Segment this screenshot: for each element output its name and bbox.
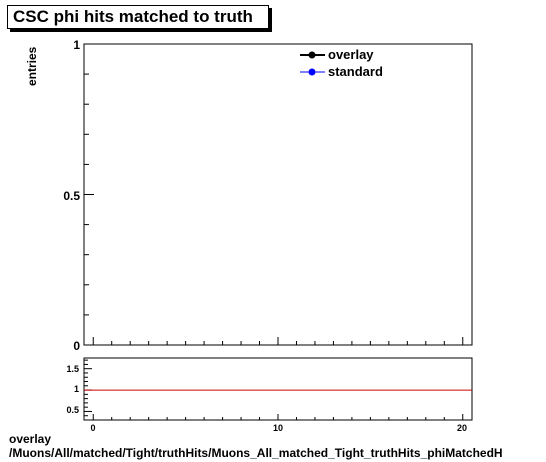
ratio-x-tick-0: 0 (90, 423, 95, 433)
legend-overlay-label: overlay (328, 47, 374, 62)
legend-standard-marker (308, 68, 316, 76)
chart-title: CSC phi hits matched to truth (7, 5, 269, 29)
ratio-y-tick-05: 0.5 (66, 405, 79, 415)
main-y-axis-ticks (84, 43, 94, 346)
main-plot-frame (83, 43, 473, 346)
ratio-y-axis-ticks (84, 359, 92, 417)
ratio-plot-frame (83, 357, 473, 421)
main-x-axis-ticks (92, 337, 464, 345)
y-tick-label-05: 0.5 (63, 189, 80, 203)
ratio-y-tick-1: 1 (74, 384, 79, 394)
ratio-x-tick-20: 20 (457, 423, 467, 433)
y-tick-label-1: 1 (73, 38, 80, 52)
ratio-x-axis-ticks (92, 414, 464, 420)
legend-standard-label: standard (328, 64, 383, 79)
y-tick-label-0: 0 (73, 339, 80, 353)
ratio-y-tick-15: 1.5 (66, 364, 79, 374)
ratio-x-tick-10: 10 (273, 423, 283, 433)
footer-histogram-path: /Muons/All/matched/Tight/truthHits/Muons… (9, 446, 503, 460)
legend: overlay standard (300, 47, 383, 79)
footer-overlay-label: overlay (9, 432, 52, 446)
legend-overlay-marker (308, 51, 316, 59)
y-axis-label: entries (25, 46, 39, 86)
